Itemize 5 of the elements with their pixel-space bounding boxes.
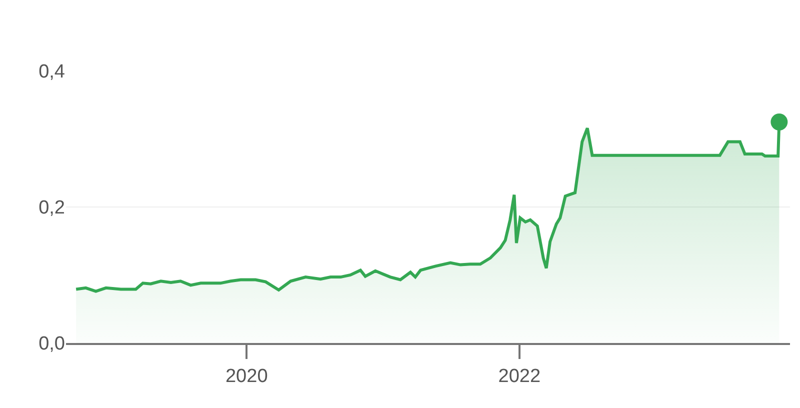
x-tick-label: 2020 — [225, 366, 268, 387]
y-tick-label: 0,2 — [38, 198, 65, 219]
y-tick-label: 0,0 — [38, 334, 65, 355]
x-tick-label: 2022 — [498, 366, 541, 387]
y-tick-label: 0,4 — [38, 62, 66, 83]
